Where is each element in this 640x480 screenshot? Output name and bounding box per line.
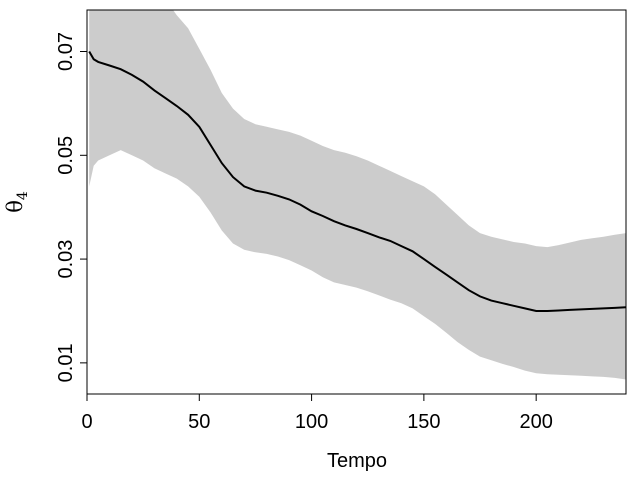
y-tick-label: 0.01	[55, 343, 77, 382]
y-tick-label: 0.05	[55, 136, 77, 175]
y-tick-label: 0.03	[55, 240, 77, 279]
x-tick-label: 50	[188, 411, 210, 433]
x-tick-label: 200	[519, 411, 552, 433]
x-tick-label: 0	[81, 411, 92, 433]
x-axis: 0 50 100 150 200	[81, 393, 553, 433]
y-axis: 0.01 0.03 0.05 0.07	[55, 32, 88, 382]
y-tick-label: 0.07	[55, 32, 77, 71]
confidence-band	[89, 10, 626, 380]
x-tick-label: 150	[407, 411, 440, 433]
x-axis-label: Tempo	[327, 450, 387, 472]
plot-area	[88, 10, 626, 380]
mean-line	[88, 51, 626, 312]
y-axis-label-symbol: θ	[3, 200, 27, 213]
y-axis-label: θ4	[3, 191, 31, 213]
y-axis-label-subscript: 4	[15, 191, 31, 200]
x-tick-label: 100	[295, 411, 328, 433]
